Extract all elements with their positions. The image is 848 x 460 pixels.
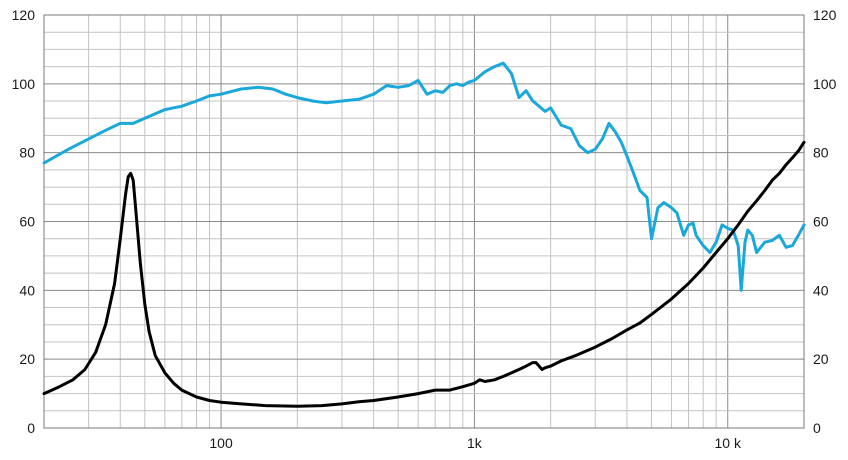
tick-labels: 0 20 40 60 80 100 120 0 20 40 60 80 100 120 100 1k 10 k [12, 7, 837, 451]
x-tick-label: 100 [209, 435, 233, 451]
x-tick-label: 1k [467, 435, 483, 451]
y-right-tick-label: 100 [813, 76, 837, 92]
plot-frame [43, 14, 805, 429]
x-tick-label: 10 k [715, 435, 742, 451]
y-right-tick-label: 0 [813, 420, 821, 436]
y-left-tick-label: 120 [12, 7, 36, 23]
y-right-tick-label: 80 [813, 145, 829, 161]
y-left-tick-label: 20 [19, 351, 35, 367]
y-left-tick-label: 100 [12, 76, 36, 92]
y-left-tick-label: 0 [27, 420, 35, 436]
y-left-tick-label: 60 [19, 214, 35, 230]
y-right-tick-label: 120 [813, 7, 837, 23]
series-layer [42, 61, 806, 408]
y-right-tick-label: 20 [813, 351, 829, 367]
y-right-tick-label: 40 [813, 282, 829, 298]
y-left-tick-label: 80 [19, 145, 35, 161]
series-line-black [42, 140, 806, 408]
y-right-tick-label: 60 [813, 214, 829, 230]
grid [43, 14, 805, 429]
y-left-tick-label: 40 [19, 282, 35, 298]
series-line-blue [42, 61, 806, 292]
